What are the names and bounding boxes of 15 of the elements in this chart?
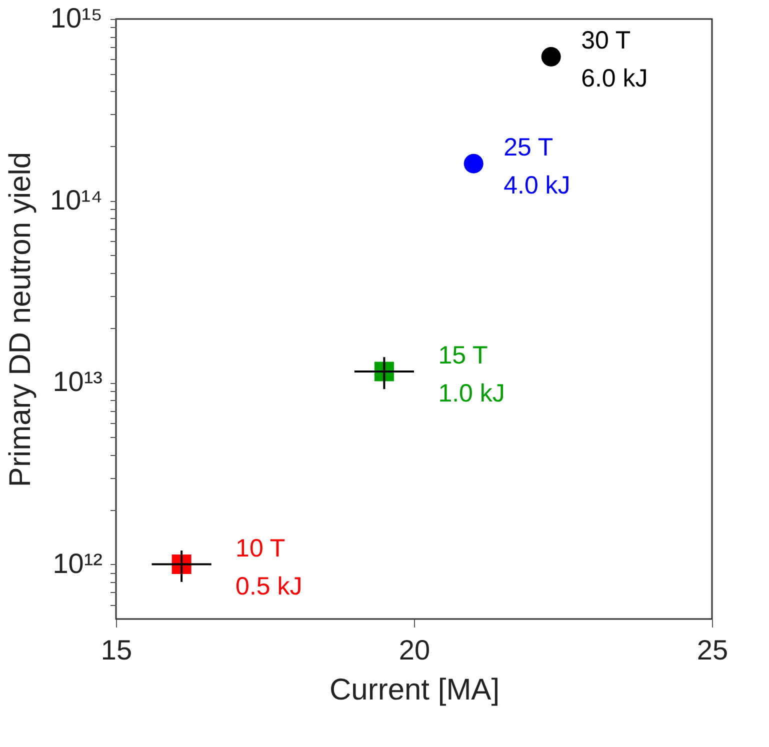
y-tick-label: 10¹⁵ bbox=[50, 2, 102, 34]
series-label: 15 T 1.0 kJ bbox=[438, 341, 505, 408]
y-tick-label: 10¹³ bbox=[52, 366, 102, 398]
point bbox=[541, 47, 561, 66]
x-tick-label: 20 bbox=[398, 634, 430, 666]
x-tick-label: 25 bbox=[696, 634, 728, 666]
x-tick-label: 15 bbox=[100, 634, 132, 666]
series-label: 30 T 6.0 kJ bbox=[581, 26, 648, 93]
y-tick-label: 10¹² bbox=[52, 548, 102, 579]
x-axis-title: Current [MA] bbox=[329, 674, 500, 706]
y-axis-title: Primary DD neutron yield bbox=[4, 152, 37, 488]
y-tick-label: 10¹⁴ bbox=[50, 184, 102, 216]
point bbox=[464, 154, 484, 174]
series-label: 25 T 4.0 kJ bbox=[504, 134, 570, 200]
series-label: 10 T 0.5 kJ bbox=[236, 534, 302, 600]
